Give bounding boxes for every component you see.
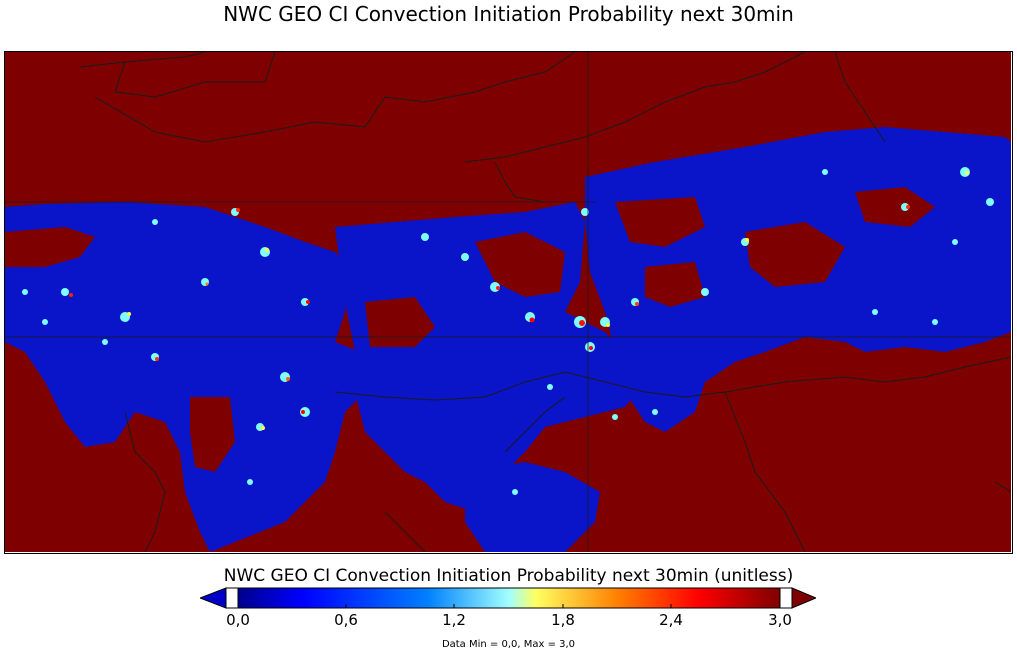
data-region-central-hole-2 <box>365 297 435 347</box>
data-region-central <box>335 202 645 512</box>
colorbar-tick-label: 1,2 <box>442 611 466 629</box>
convective-cells <box>22 167 994 495</box>
data-region-east-hole <box>615 197 705 247</box>
colorbar-tick-label: 0,6 <box>334 611 358 629</box>
colorbar-tick-label: 0,0 <box>226 611 250 629</box>
colorbar <box>198 585 818 615</box>
colorbar-tick-labels: 0,0 0,6 1,2 1,8 2,4 3,0 <box>0 611 1017 631</box>
colorbar-over-arrow <box>791 587 818 609</box>
colorbar-tick-marks <box>237 604 781 608</box>
data-region-west <box>5 202 365 552</box>
colorbar-under-arrow <box>198 587 227 609</box>
data-region-east-hole-3 <box>855 187 935 227</box>
data-region-central-hole <box>475 232 565 297</box>
colorbar-svg <box>198 587 818 609</box>
map-title: NWC GEO CI Convection Initiation Probabi… <box>223 2 794 26</box>
data-stats: Data Min = 0,0, Max = 3,0 <box>441 639 576 650</box>
colorbar-tick-label: 3,0 <box>768 611 792 629</box>
colorbar-under-gap <box>225 587 239 609</box>
colorbar-gradient <box>237 587 781 609</box>
data-region-east-hole-4 <box>645 262 705 307</box>
data-region-west-hole-2 <box>5 227 95 267</box>
colorbar-over-gap <box>779 587 793 609</box>
graticule <box>5 52 1011 552</box>
colorbar-label: NWC GEO CI Convection Initiation Probabi… <box>223 566 794 586</box>
data-region-east-hole-2 <box>745 222 845 287</box>
colorbar-tick-label: 1,8 <box>551 611 575 629</box>
data-region-west-hole <box>190 397 235 472</box>
coastlines <box>79 52 1011 552</box>
data-region-south <box>465 462 600 552</box>
map-canvas <box>5 52 1011 552</box>
map-panel <box>4 51 1013 554</box>
colorbar-tick-label: 2,4 <box>659 611 683 629</box>
